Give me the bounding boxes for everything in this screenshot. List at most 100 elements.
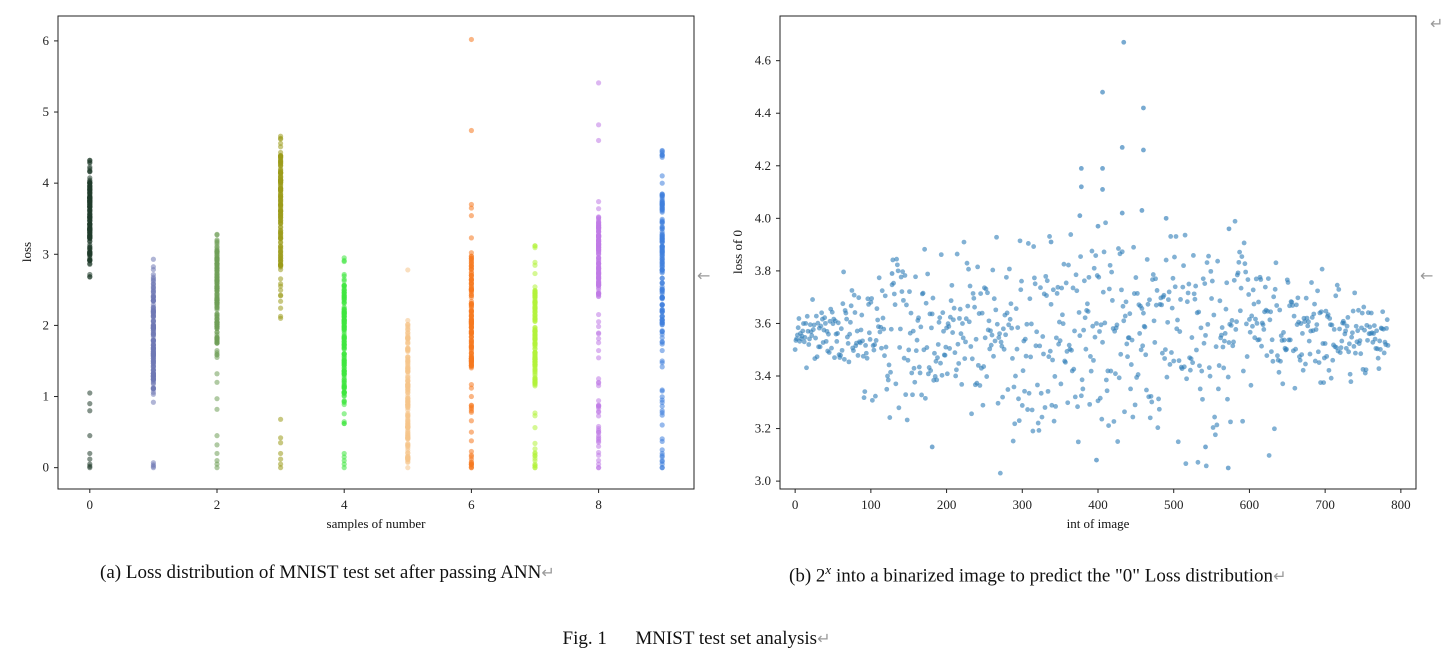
chart-b-point: [1135, 372, 1141, 377]
chart-b-point: [832, 355, 837, 361]
chart-b-point: [1036, 428, 1042, 433]
chart-b-point: [1033, 343, 1039, 349]
chart-b-point: [1226, 340, 1232, 345]
chart-b-point: [882, 293, 888, 299]
chart-b-point: [874, 306, 880, 312]
chart-b-point: [1041, 351, 1046, 357]
chart-a-point: [150, 351, 156, 357]
chart-b-point: [823, 338, 829, 344]
chart-a-point: [532, 446, 538, 452]
chart-a-point: [659, 279, 665, 286]
chart-b-point: [897, 345, 903, 350]
chart-b-point: [1281, 337, 1287, 343]
chart-b-point: [1196, 309, 1202, 315]
chart-b-point: [1194, 347, 1199, 353]
chart-a-plot-area: [57, 15, 695, 490]
chart-b-point: [1299, 352, 1305, 358]
chart-a-x-tick-label: 4: [341, 497, 348, 512]
chart-b-point: [916, 364, 922, 370]
chart-b-point: [969, 411, 974, 417]
chart-b-point: [970, 291, 976, 296]
chart-b-point: [1365, 337, 1370, 343]
chart-b-point: [1258, 277, 1264, 282]
chart-a-point: [214, 311, 220, 317]
chart-b-point: [1144, 387, 1149, 393]
chart-b-point: [1357, 338, 1363, 344]
chart-b-point: [1050, 287, 1056, 293]
chart-b-point: [963, 316, 969, 322]
chart-b-point: [937, 315, 943, 321]
chart-b-point: [1100, 89, 1105, 95]
chart-b-point: [1347, 371, 1353, 377]
chart-b-point: [834, 338, 840, 344]
chart-b-y-ticks: 3.0 3.2 3.4 3.6 3.8 4.0 4.2 4.4 4.6: [755, 53, 780, 488]
chart-b-point: [1119, 210, 1125, 216]
chart-b-point: [835, 320, 841, 326]
chart-b-point: [1246, 292, 1252, 297]
chart-b-point: [957, 306, 963, 312]
chart-b-point: [1113, 371, 1118, 377]
chart-b-point: [919, 392, 924, 398]
chart-b-point: [1152, 340, 1158, 345]
chart-a-point: [596, 379, 602, 385]
chart-a-point: [87, 244, 93, 250]
chart-a-point: [659, 309, 665, 315]
chart-a-point: [468, 292, 474, 298]
chart-a-point: [87, 217, 93, 223]
chart-b-point: [946, 324, 952, 329]
chart-b-point: [940, 310, 946, 316]
chart-b-point: [1166, 289, 1172, 295]
chart-a-point: [87, 274, 93, 280]
figure-canvas: 0 2 4 6 8 0 1 2 3 4 5 6 samples of number loss 0 10…: [19, 15, 1417, 531]
chart-b-point: [1371, 323, 1377, 328]
chart-a-point: [341, 294, 347, 301]
chart-b-point: [848, 303, 854, 309]
chart-b-point: [1350, 330, 1355, 336]
chart-b-point: [954, 251, 960, 257]
chart-a-point: [659, 319, 665, 326]
chart-b-point: [1327, 316, 1333, 321]
chart-b-point: [1039, 414, 1045, 420]
chart-b-point: [1131, 244, 1136, 250]
chart-b-point: [1081, 278, 1087, 284]
chart-b-point: [1358, 351, 1364, 357]
chart-a-point: [659, 289, 665, 295]
chart-b-point: [848, 319, 853, 325]
chart-b-point: [1184, 376, 1189, 382]
chart-b-point: [1060, 321, 1066, 327]
chart-b-point: [818, 323, 824, 329]
chart-b-point: [1190, 360, 1196, 366]
chart-b-point: [1210, 425, 1216, 430]
chart-a-point: [468, 272, 474, 279]
chart-b-point: [810, 297, 815, 302]
chart-b-point: [1038, 285, 1043, 291]
chart-a-point: [405, 332, 411, 338]
chart-b-point: [1355, 328, 1361, 334]
chart-a-point: [150, 374, 156, 380]
chart-b-point: [873, 338, 879, 343]
chart-b-point: [1215, 386, 1221, 392]
chart-b-point: [1162, 356, 1168, 361]
chart-b-point: [1050, 357, 1055, 363]
chart-b-point: [1168, 234, 1174, 239]
chart-b-point: [1384, 317, 1390, 323]
chart-a-point: [468, 452, 474, 458]
chart-b-point: [1216, 363, 1222, 368]
chart-b-point: [1094, 321, 1099, 326]
chart-b-point: [1101, 249, 1107, 255]
chart-b-point: [826, 350, 832, 355]
chart-a-point: [405, 382, 411, 388]
chart-a-point: [278, 254, 284, 260]
chart-b-point: [864, 355, 870, 361]
chart-b-point: [1066, 262, 1071, 268]
chart-b-point: [1225, 374, 1231, 380]
chart-a-y-tick-label: 0: [43, 460, 50, 475]
chart-b-point: [923, 300, 929, 306]
chart-b-point: [1076, 310, 1082, 315]
chart-b-point: [1219, 332, 1224, 338]
chart-a-point: [596, 438, 602, 444]
chart-b-point: [1272, 426, 1277, 432]
chart-b-point: [1343, 345, 1349, 351]
chart-b-point: [1004, 310, 1010, 316]
chart-a-point: [468, 408, 474, 414]
